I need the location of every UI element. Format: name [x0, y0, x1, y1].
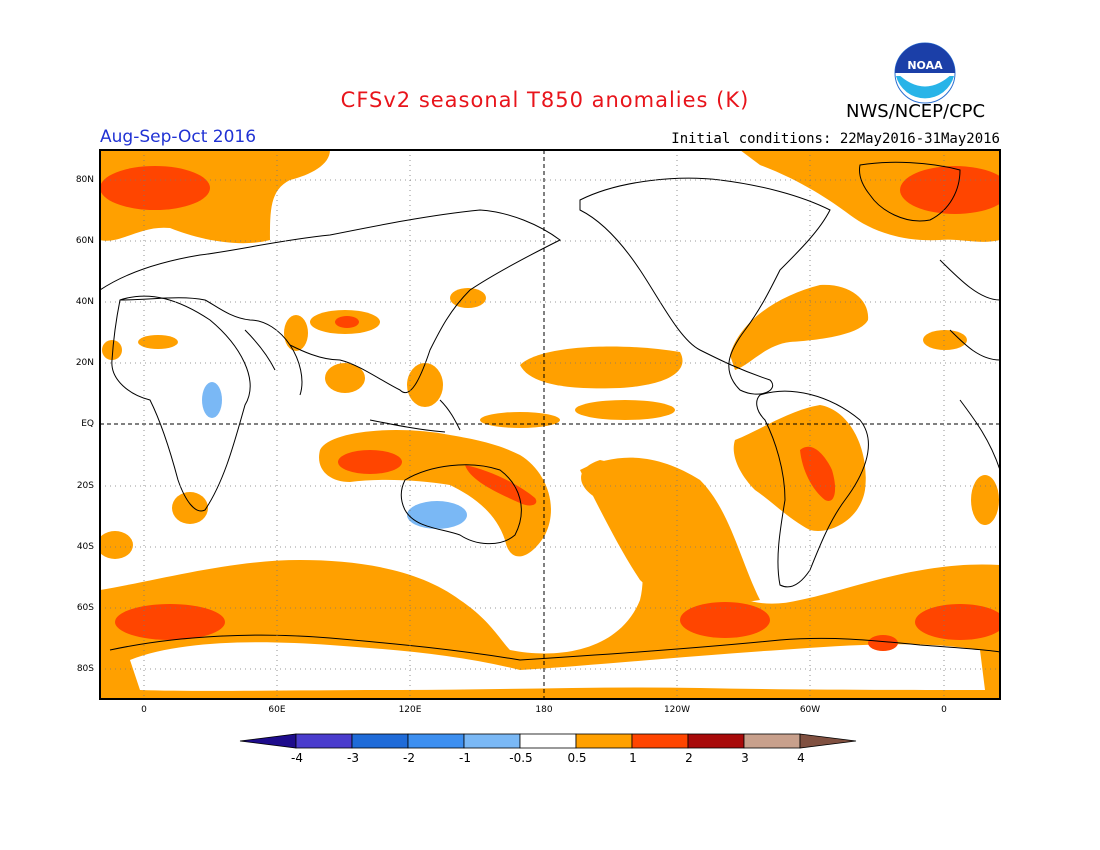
lat-label-80n: 80N	[75, 175, 94, 185]
antarctica-white	[130, 642, 985, 691]
chart-title: CFSv2 seasonal T850 anomalies (K)	[340, 88, 750, 112]
colorbar-segment	[295, 733, 353, 749]
anomaly-region-north-pacific	[520, 346, 683, 389]
agency-label: NWS/NCEP/CPC	[846, 101, 986, 122]
anomaly-red-greenland-east	[900, 166, 1000, 214]
anomaly-region-atlantic-east	[100, 531, 133, 559]
anomaly-red-drake	[868, 635, 898, 651]
lon-label-120e: 120E	[398, 705, 422, 715]
colorbar-label: 3	[741, 751, 749, 765]
colorbar-arrow-right	[799, 733, 857, 749]
colorbar-label: -2	[403, 751, 415, 765]
anomaly-region-west-africa	[138, 335, 178, 349]
lon-label-0-right: 0	[941, 705, 947, 715]
anomaly-region-south-africa	[172, 492, 208, 524]
anomaly-red-south-indian-east	[915, 604, 1000, 640]
anomaly-region-atlantic-nw	[102, 340, 122, 360]
anomaly-region-philippines	[407, 363, 443, 407]
lon-label-120w: 120W	[663, 705, 691, 715]
noaa-logo: NOAA	[894, 42, 956, 104]
lon-label-60w: 60W	[799, 705, 821, 715]
map-frame	[99, 149, 1001, 700]
anomaly-red-south-america	[800, 446, 836, 501]
colorbar-label: -0.5	[509, 751, 533, 765]
anomaly-blue-australia	[407, 501, 467, 529]
coastlines	[100, 161, 1000, 661]
colorbar-label: 2	[685, 751, 693, 765]
anomaly-region-india	[284, 315, 308, 351]
anomaly-red-greenland-west	[100, 166, 210, 210]
anomaly-red-tibet	[335, 316, 359, 328]
anomaly-region-equatorial-pacific	[575, 400, 675, 420]
lat-label-40n: 40N	[75, 297, 94, 307]
colorbar	[239, 733, 857, 749]
colorbar-label: 1	[629, 751, 637, 765]
anomaly-region-south-atlantic-east	[971, 475, 999, 525]
lat-label-60n: 60N	[75, 236, 94, 246]
colorbar-segment	[351, 733, 409, 749]
gridlines	[100, 150, 1000, 699]
anomaly-region-south-america	[733, 405, 866, 531]
colorbar-arrow-left	[239, 733, 297, 749]
anomaly-region-southern-ocean	[100, 460, 1000, 699]
anomaly-region-south-pacific	[580, 457, 760, 604]
colorbar-label: -4	[291, 751, 303, 765]
initial-conditions-label: Initial conditions: 22May2016-31May2016	[671, 131, 1000, 147]
anomaly-region-japan	[450, 288, 486, 308]
anomaly-region-mid-atlantic-east	[923, 330, 967, 350]
lat-label-20n: 20N	[75, 358, 94, 368]
colorbar-segment	[687, 733, 745, 749]
anomaly-red-south-pacific	[680, 602, 770, 638]
colorbar-segment	[631, 733, 689, 749]
colorbar-label: 0.5	[567, 751, 587, 765]
colorbar-label: -3	[347, 751, 359, 765]
colorbar-segment	[407, 733, 465, 749]
noaa-logo-text: NOAA	[907, 59, 943, 72]
lon-label-0-left: 0	[141, 705, 147, 715]
anomaly-region-arabia	[325, 363, 365, 393]
colorbar-segment	[743, 733, 801, 749]
lat-label-40s: 40S	[76, 542, 94, 552]
colorbar-label: -1	[459, 751, 471, 765]
lon-label-60e: 60E	[268, 705, 286, 715]
anomaly-red-south-atlantic	[115, 604, 225, 640]
anomaly-red-indian-ocean	[338, 450, 402, 474]
season-label: Aug-Sep-Oct 2016	[100, 127, 257, 147]
lon-label-180: 180	[535, 705, 553, 715]
lat-label-80s: 80S	[76, 664, 94, 674]
colorbar-label: 4	[797, 751, 805, 765]
lat-label-60s: 60S	[76, 603, 94, 613]
colorbar-segment	[519, 733, 577, 749]
anomaly-region-north-atlantic	[730, 284, 869, 370]
reference-lines	[100, 150, 1000, 699]
lat-label-20s: 20S	[76, 481, 94, 491]
anomaly-region-central-pacific	[480, 412, 560, 428]
colorbar-segment	[575, 733, 633, 749]
lat-label-eq: EQ	[81, 419, 94, 429]
anomaly-blue-east-africa	[202, 382, 222, 418]
colorbar-segment	[463, 733, 521, 749]
pacific-white-gap	[440, 511, 608, 644]
